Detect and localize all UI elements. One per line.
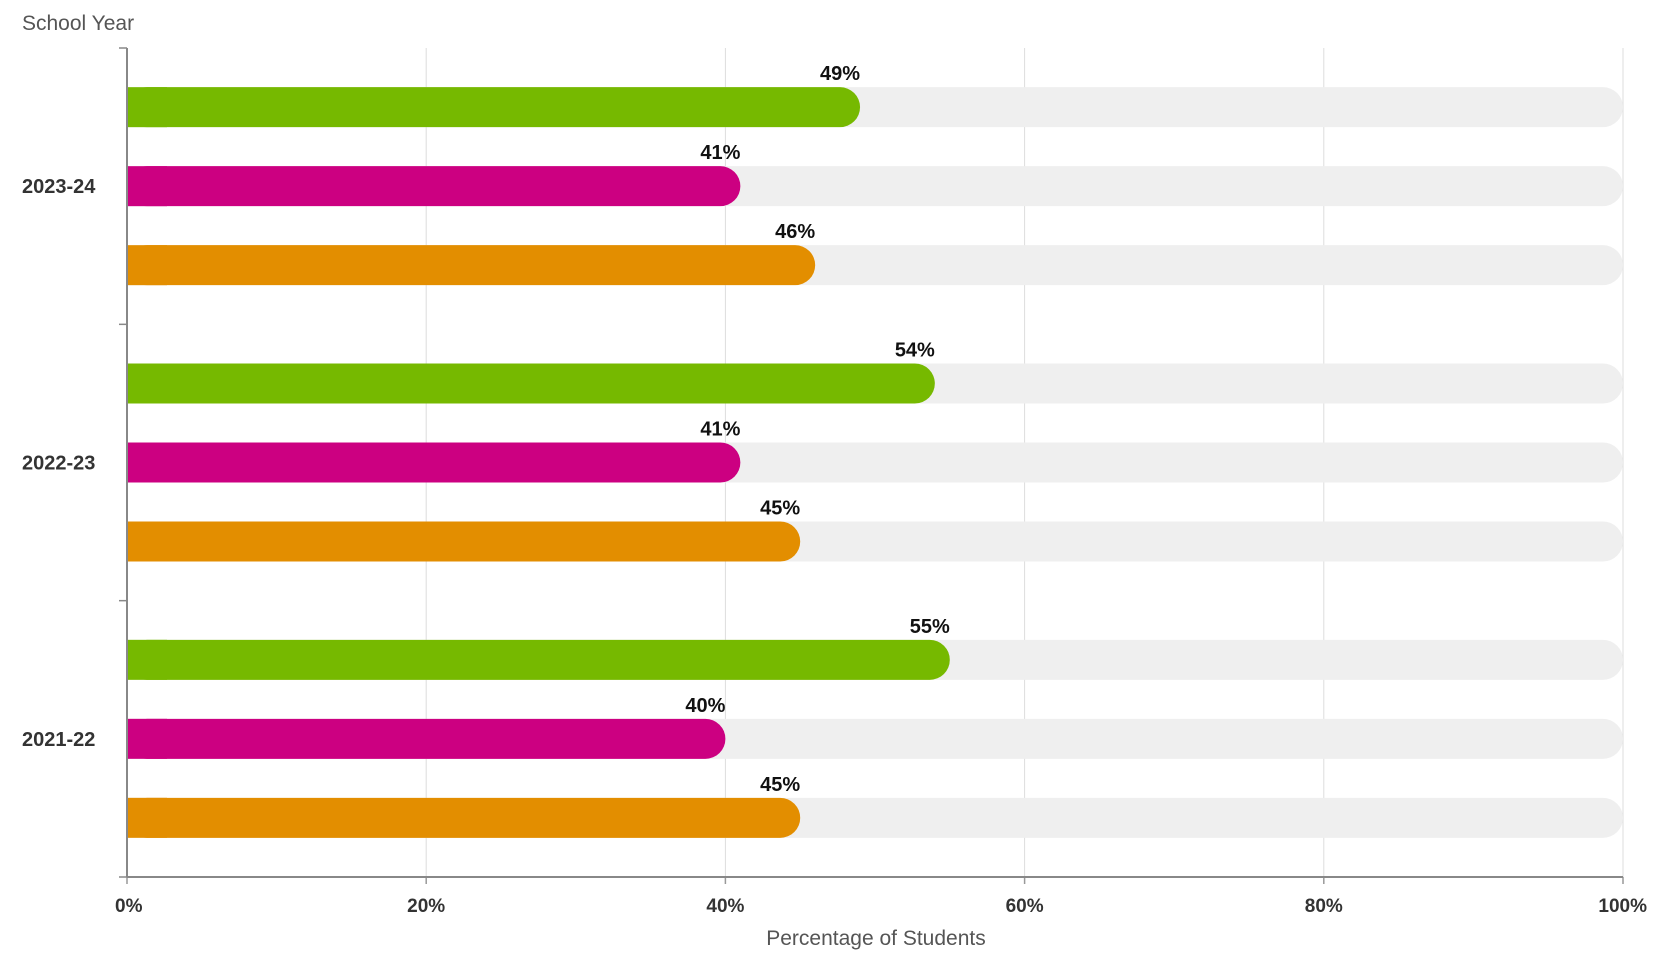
x-tick-labels: 0% 20% 40% 60% 80% 100% [115, 896, 1647, 917]
bar-cap [127, 639, 167, 680]
y-axis-title: School Year [22, 12, 134, 35]
category-labels: 2023-24 2022-23 2021-22 [22, 176, 96, 751]
bar-cap [127, 363, 167, 404]
x-axis-title: Percentage of Students [766, 927, 986, 950]
bar-cap [127, 718, 167, 759]
data-label: 46% [775, 221, 815, 243]
category-label: 2023-24 [22, 176, 96, 198]
data-label: 41% [700, 142, 740, 164]
bar [127, 797, 801, 838]
data-label: 55% [910, 616, 950, 638]
bar [127, 521, 801, 562]
bar [127, 166, 741, 207]
category-label: 2021-22 [22, 729, 95, 751]
data-label: 45% [760, 774, 800, 796]
data-label: 54% [895, 340, 935, 362]
x-tick-label: 60% [1006, 896, 1044, 917]
x-tick-label: 0% [115, 896, 143, 917]
data-label: 49% [820, 63, 860, 85]
bar [127, 639, 950, 680]
x-tick-label: 20% [407, 896, 445, 917]
x-tick-label: 40% [706, 896, 744, 917]
bar-cap [127, 442, 167, 483]
bar-cap [127, 245, 167, 286]
data-label: 40% [685, 695, 725, 717]
bar [127, 87, 861, 128]
data-labels: 49% 41% 46% 54% 41% 45% 55% 40% 45% [685, 63, 950, 796]
bar-cap [127, 797, 167, 838]
data-label: 45% [760, 498, 800, 520]
x-tick-label: 80% [1305, 896, 1343, 917]
bar [127, 442, 741, 483]
bar-cap [127, 87, 167, 128]
bar [127, 245, 816, 286]
x-tick-label: 100% [1598, 896, 1647, 917]
bar [127, 718, 726, 759]
bar-cap [127, 166, 167, 207]
data-label: 41% [700, 419, 740, 441]
category-label: 2022-23 [22, 453, 95, 475]
bar-cap [127, 521, 167, 562]
bars [127, 87, 950, 838]
bar [127, 363, 935, 404]
axes [119, 47, 1624, 884]
